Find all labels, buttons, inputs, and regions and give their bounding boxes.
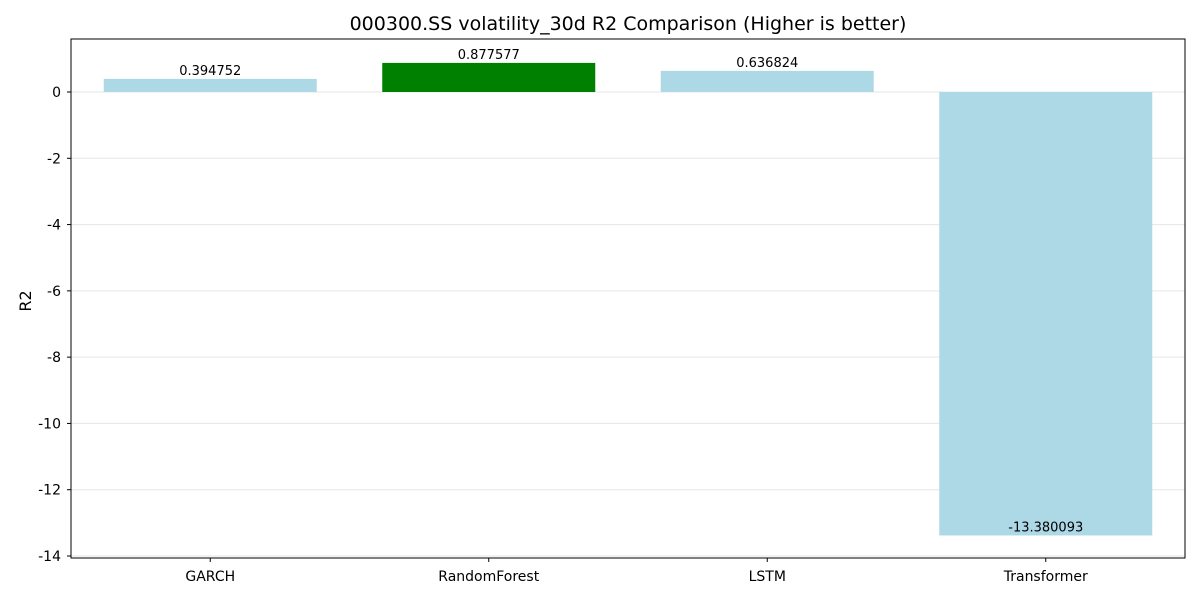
- x-tick-label: Transformer: [1003, 569, 1088, 585]
- x-tick-label: GARCH: [185, 569, 235, 585]
- bar-randomforest: [382, 62, 596, 92]
- bar-transformer: [939, 92, 1153, 536]
- bar-lstm: [660, 70, 874, 92]
- y-axis-label: R2: [16, 290, 35, 311]
- y-tick-label: -2: [47, 151, 61, 167]
- y-tick-label: -12: [38, 483, 61, 499]
- y-tick-label: 0: [52, 85, 61, 101]
- x-tick-label: LSTM: [749, 569, 786, 585]
- bar-garch: [103, 78, 317, 92]
- x-tick-label: RandomForest: [438, 569, 539, 585]
- y-tick-label: -14: [38, 549, 61, 565]
- y-axis-ticks: 0 -2 -4 -6 -8 -10 -12 -14: [38, 85, 71, 565]
- y-tick-label: -6: [47, 284, 61, 300]
- bars: [103, 62, 1153, 536]
- y-tick-label: -8: [47, 350, 61, 366]
- bar-value-label: 0.394752: [179, 64, 241, 79]
- bar-value-label: 0.636824: [736, 56, 798, 71]
- y-tick-label: -4: [47, 218, 61, 234]
- plot-frame: [70, 38, 1186, 559]
- gridlines: [71, 91, 1185, 557]
- y-tick-label: -10: [38, 416, 61, 432]
- bar-value-label: -13.380093: [1008, 520, 1083, 535]
- x-axis-ticks: GARCH RandomForest LSTM Transformer: [185, 558, 1088, 585]
- chart-title: 000300.SS volatility_30d R2 Comparison (…: [350, 13, 907, 35]
- value-labels: 0.394752 0.877577 0.636824 -13.380093: [179, 48, 1083, 536]
- bar-value-label: 0.877577: [458, 48, 520, 63]
